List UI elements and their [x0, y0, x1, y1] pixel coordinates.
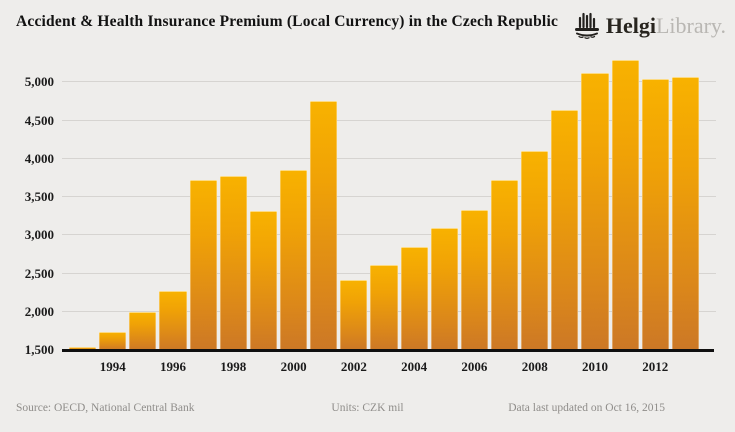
- bar-2003: [370, 265, 398, 350]
- footer-source: Source: OECD, National Central Bank: [16, 402, 195, 414]
- helgi-library-logo: HelgiLibrary.: [571, 9, 726, 43]
- y-tick-label-2500: 2,500: [24, 265, 54, 281]
- bar-1999: [249, 210, 277, 350]
- helgi-ship-icon: [571, 9, 603, 43]
- bar-1994: [99, 331, 127, 350]
- bar-2004: [400, 246, 428, 350]
- logo-text-library: Library.: [655, 13, 726, 38]
- gridline-4000: [62, 157, 716, 159]
- bar-1996: [159, 291, 187, 350]
- x-tick-label-2008: 2008: [521, 359, 548, 374]
- y-tick-label-1500: 1,500: [24, 342, 54, 357]
- x-tick-label-2000: 2000: [280, 359, 307, 374]
- gridline-5000: [62, 81, 716, 83]
- bar-2007: [490, 179, 519, 350]
- x-tick-label-2012: 2012: [642, 359, 669, 374]
- x-tick-label-1994: 1994: [99, 359, 126, 374]
- chart-title: Accident & Health Insurance Premium (Loc…: [16, 13, 559, 30]
- x-tick-label-2002: 2002: [340, 359, 367, 374]
- y-tick-label-2000: 2,000: [24, 303, 54, 319]
- footer-units: Units: CZK mil: [331, 402, 404, 414]
- bar-2013: [671, 77, 699, 350]
- y-tick-label-4500: 4,500: [24, 112, 54, 128]
- gridline-4500: [62, 119, 716, 121]
- bar-2002: [340, 279, 368, 350]
- bar-series: [69, 58, 699, 350]
- x-axis-line: [62, 349, 714, 352]
- y-tick-label-5000: 5,000: [24, 74, 54, 90]
- bar-1997: [189, 180, 217, 350]
- y-tick-label-3500: 3,500: [24, 189, 54, 205]
- gridline-3000: [62, 234, 716, 236]
- logo-text-helgi: Helgi: [605, 13, 656, 38]
- x-tick-label-2004: 2004: [401, 359, 428, 374]
- bar-2006: [460, 210, 488, 350]
- bar-1993: [69, 346, 97, 350]
- y-tick-label-4000: 4,000: [24, 150, 54, 166]
- footer-last-updated: Data last updated on Oct 16, 2015: [508, 402, 665, 414]
- gridline-3500: [62, 196, 716, 198]
- bar-2008: [521, 151, 549, 350]
- x-tick-label-1998: 1998: [220, 359, 247, 374]
- y-tick-label-3000: 3,000: [24, 227, 54, 243]
- x-tick-label-2010: 2010: [582, 359, 608, 374]
- bar-2005: [430, 227, 458, 350]
- bar-1998: [219, 176, 247, 350]
- bar-2010: [581, 73, 609, 350]
- bar-2001: [310, 100, 338, 350]
- plot-area: [62, 58, 716, 350]
- bar-2009: [551, 109, 579, 350]
- x-tick-label-2006: 2006: [461, 359, 488, 374]
- logo-wordmark: HelgiLibrary.: [606, 9, 726, 43]
- bar-1995: [129, 311, 157, 350]
- bar-2012: [641, 78, 669, 350]
- x-tick-label-1996: 1996: [160, 359, 186, 374]
- bar-2000: [279, 169, 308, 350]
- bar-2011: [611, 60, 639, 350]
